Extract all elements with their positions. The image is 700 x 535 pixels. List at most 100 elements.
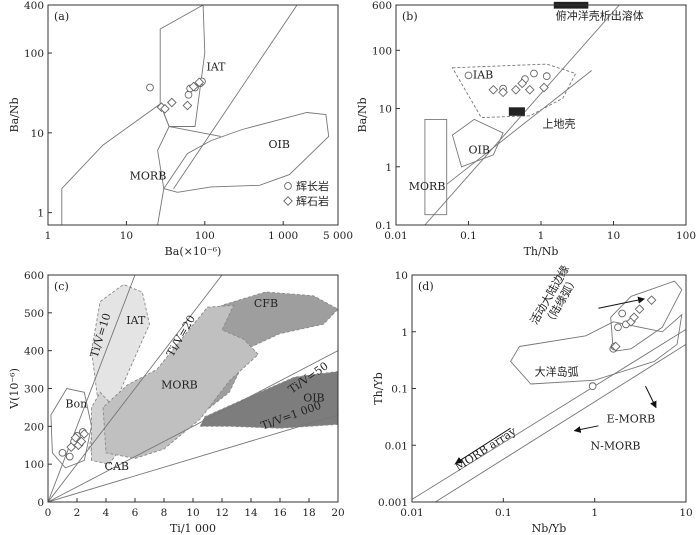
plot-area (61, 5, 330, 225)
x-axis-label: Th/Nb (524, 245, 559, 258)
field-label-a-1: OIB (269, 138, 290, 151)
y-tick-label: 500 (24, 308, 44, 320)
x-tick-label: 1 (591, 507, 598, 519)
panel-d: 活动大陆边缘（陆缘弧） 大洋岛弧 MORB array E-MORB N-MORB 0.0… (372, 263, 693, 535)
y-tick-label: 0 (37, 497, 44, 509)
reference-block (508, 107, 525, 116)
y-tick-label: 0.001 (378, 497, 408, 509)
field-label-c-2: CAB (105, 460, 129, 473)
y-tick-label: 200 (24, 421, 44, 433)
x-tick-label: 100 (676, 230, 696, 242)
legend-label: 辉长岩 (296, 179, 329, 193)
y-tick-label: 100 (24, 48, 44, 60)
x-tick-label: 0.1 (495, 507, 512, 519)
field-c-4 (102, 304, 259, 459)
plot-area (412, 280, 686, 502)
data-point-辉长岩 (588, 382, 597, 391)
data-point-辉长岩 (65, 452, 74, 461)
y-tick-label: 600 (372, 0, 392, 12)
panel-tag: (c) (54, 280, 69, 293)
data-point-辉石岩 (517, 78, 528, 89)
field-label-d-1: 大洋岛弧 (535, 364, 579, 378)
y-axis-label: V(10⁻⁶) (8, 368, 21, 410)
y-tick-label: 1 (385, 162, 392, 174)
x-tick-label: 0.01 (400, 507, 423, 519)
data-point-辉石岩 (498, 87, 508, 98)
field-label-b-0: IAB (473, 68, 493, 81)
x-tick-label: 1 (538, 230, 545, 242)
field-label-c-0: IAT (126, 314, 146, 327)
x-tick-label: 10 (186, 507, 199, 519)
data-point-辉长岩 (464, 71, 473, 80)
y-tick-label: 600 (24, 270, 44, 282)
field-label-b-1: OIB (469, 143, 490, 156)
x-tick-label: 10 (120, 230, 133, 242)
y-axis-label: Ba/Nb (356, 97, 369, 132)
x-tick-label: 0.01 (384, 230, 407, 242)
x-tick-label: 1 000 (268, 230, 298, 242)
ti-v-ratio-line (48, 414, 338, 502)
data-point-辉石岩 (511, 84, 521, 95)
panel-tag: (d) (418, 280, 434, 293)
mantle-array-line (412, 329, 686, 500)
plot-frame (47, 4, 339, 226)
field-d-0 (610, 280, 683, 352)
field-label-c-3: CFB (254, 297, 278, 310)
data-point-辉石岩 (646, 295, 657, 306)
data-point-辉长岩 (542, 72, 551, 80)
field-label-c-1: Bon (65, 397, 87, 410)
field-label-a-2: MORB (130, 170, 167, 183)
data-point-辉石岩 (79, 429, 90, 439)
field-label-c-4: MORB (161, 379, 198, 392)
panel-a: IAT OIB MORB 1 10 100 1 000 5 000 1 10 100 400 Ba(×1… (8, 0, 353, 258)
data-point-辉石岩 (539, 82, 549, 93)
y-tick-label: 10 (379, 104, 392, 116)
field-label-c-5: OIB (303, 392, 324, 405)
boundary-line (173, 5, 298, 189)
x-axis-label: Ba(×10⁻⁶) (165, 245, 222, 258)
y-tick-label: 1 (37, 208, 44, 220)
data-point-辉石岩 (188, 81, 199, 92)
x-tick-label: 8 (161, 507, 168, 519)
arrow (573, 425, 599, 433)
x-tick-label: 20 (331, 507, 344, 519)
panel-tag: (b) (402, 10, 418, 23)
arrow (645, 385, 657, 409)
ti-v-ratio-line (48, 275, 223, 502)
y-tick-label: 0.1 (375, 220, 392, 232)
field-c-5 (199, 371, 338, 429)
x-tick-label: 1 (45, 230, 52, 242)
legend-marker-辉长岩 (284, 182, 292, 190)
arrow (598, 296, 646, 309)
x-tick-label: 10 (679, 507, 692, 519)
data-point-辉长岩 (58, 448, 67, 457)
x-tick-label: 2 (74, 507, 81, 519)
y-tick-label: 100 (24, 459, 44, 471)
field-a-1 (163, 112, 330, 193)
field-a-2 (61, 103, 170, 225)
panel-tag: (a) (54, 10, 69, 23)
field-c-1 (50, 387, 92, 469)
x-tick-label: 10 (607, 230, 620, 242)
x-tick-label: 18 (302, 507, 315, 519)
y-tick-label: 10 (31, 128, 44, 140)
data-point-辉长岩 (146, 83, 154, 92)
x-tick-label: 100 (195, 230, 215, 242)
x-axis-label: Ti/1 000 (170, 522, 216, 535)
boundary-line (446, 70, 592, 185)
x-tick-label: 16 (273, 507, 287, 519)
data-point-辉石岩 (610, 341, 621, 352)
y-tick-label: 400 (24, 0, 44, 12)
x-axis-label: Nb/Yb (532, 522, 567, 535)
y-tick-label: 1 (401, 327, 408, 339)
data-point-辉石岩 (629, 312, 639, 323)
data-point-辉长岩 (530, 69, 538, 78)
data-point-辉石岩 (524, 84, 535, 95)
ti-v-ratio-line (48, 350, 338, 502)
y-tick-label: 400 (24, 346, 44, 358)
y-tick-label: 0.01 (385, 440, 408, 452)
field-b-2 (424, 118, 448, 216)
data-point-辉石岩 (70, 432, 81, 443)
